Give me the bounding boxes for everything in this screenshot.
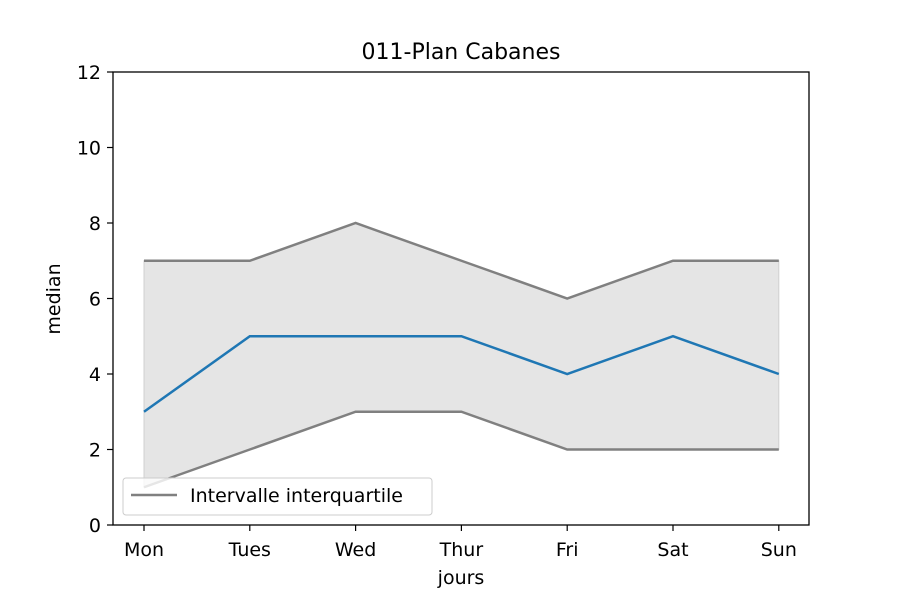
legend: Intervalle interquartile	[122, 477, 433, 516]
y-tick-label: 12	[77, 62, 101, 84]
lower-quartile-line	[143, 410, 779, 489]
plot-area: 0 2 4 6 8 10 12 Mon Tues Wed Thur Fri Sat Sun	[77, 62, 810, 561]
y-tick-label: 8	[89, 213, 101, 235]
legend-box	[122, 477, 433, 516]
x-tick-label: Fri	[556, 539, 579, 561]
y-axis-label: median	[43, 263, 65, 334]
chart-title: 011-Plan Cabanes	[362, 40, 561, 65]
interquartile-band	[143, 222, 780, 488]
x-tick-label: Thur	[439, 539, 484, 561]
y-tick-label: 10	[77, 138, 101, 160]
y-tick-label: 4	[89, 364, 101, 386]
y-tick-label: 6	[89, 289, 101, 311]
y-tick-label: 0	[89, 515, 101, 537]
legend-label-interquartile: Intervalle interquartile	[190, 485, 403, 507]
x-axis-label: jours	[437, 567, 485, 589]
x-tick-label: Sat	[657, 539, 688, 561]
x-tick-label: Sun	[761, 539, 797, 561]
x-tick-label: Wed	[335, 539, 376, 561]
upper-quartile-line	[144, 221, 779, 300]
median-line	[143, 334, 780, 413]
y-tick-label: 2	[89, 440, 101, 462]
x-tick-label: Mon	[124, 539, 164, 561]
x-tick-label: Tues	[228, 539, 271, 561]
